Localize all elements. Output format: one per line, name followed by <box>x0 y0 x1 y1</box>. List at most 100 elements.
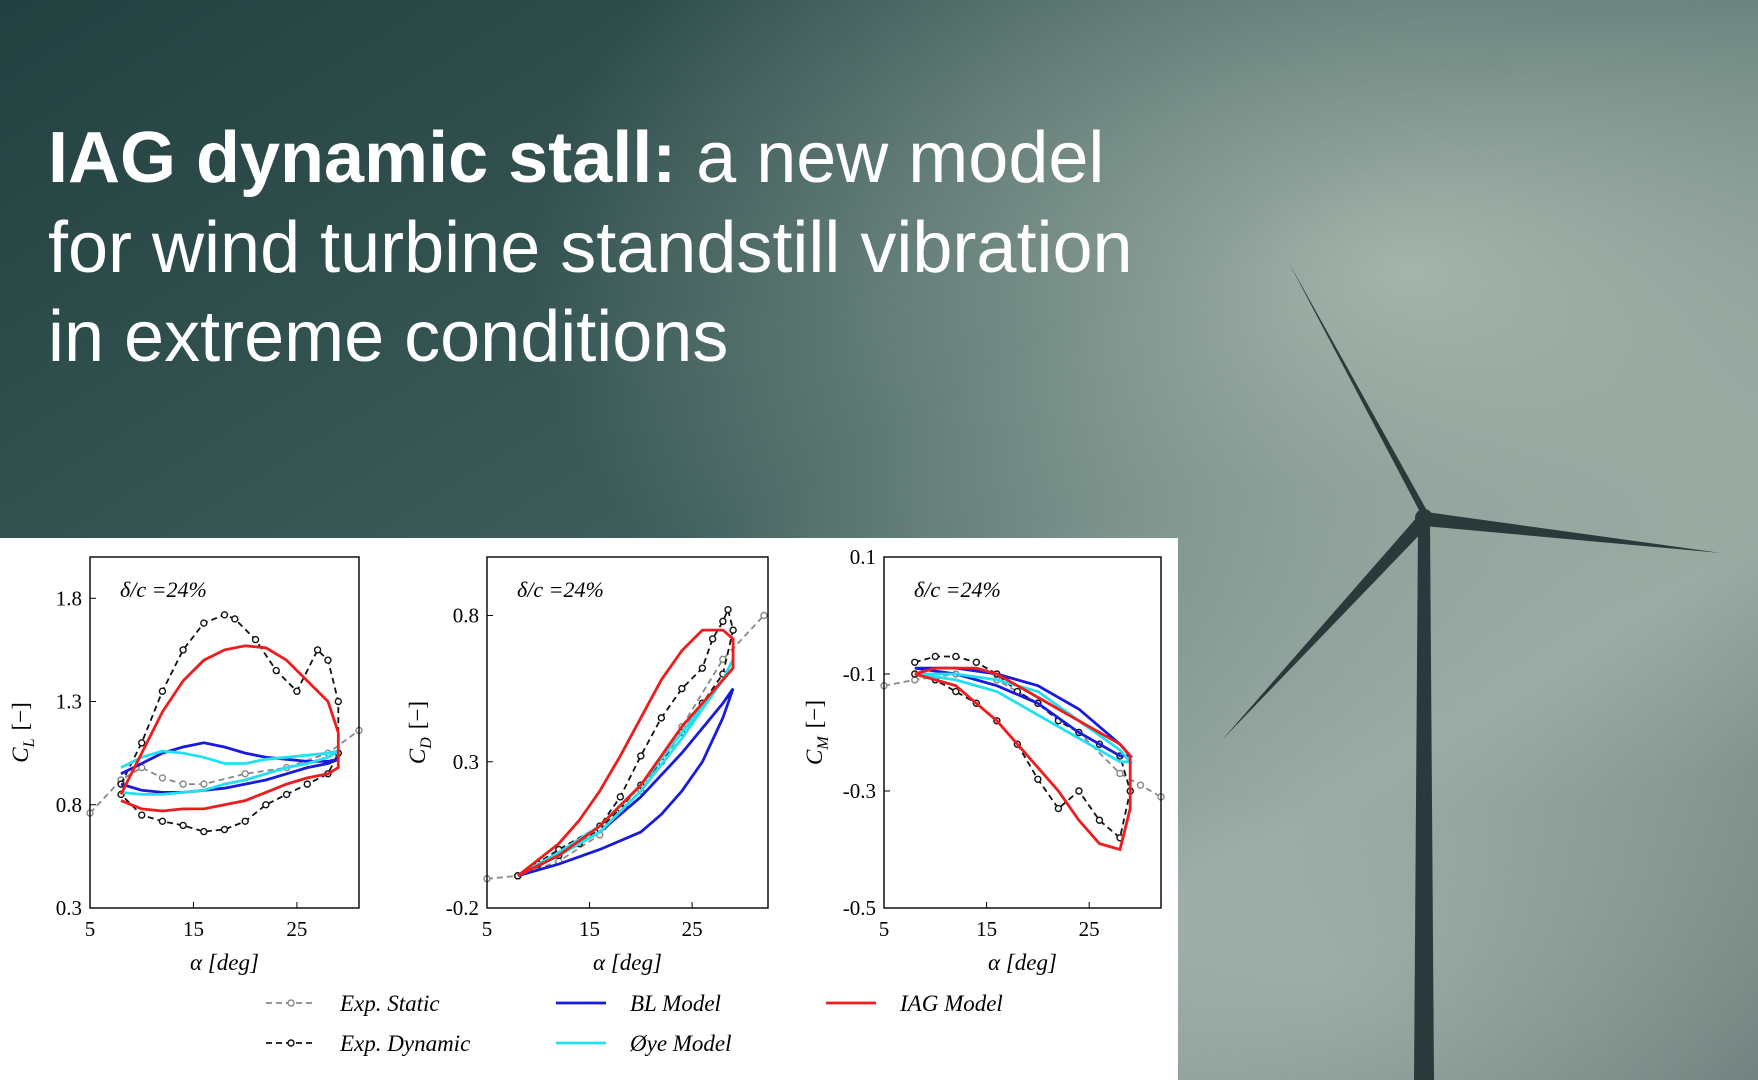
plot-frame <box>883 556 1162 909</box>
data-point <box>200 827 208 836</box>
data-point <box>231 615 239 623</box>
data-point <box>1136 781 1145 789</box>
legend-label: Øye Model <box>629 1031 732 1056</box>
data-point <box>952 652 960 661</box>
y-tick-label: -0.5 <box>843 896 876 920</box>
plot-frame <box>89 556 360 909</box>
x-tick-label: 25 <box>286 917 307 941</box>
annotation: δ/c =24% <box>914 577 1001 602</box>
data-point <box>241 817 249 825</box>
data-point <box>724 605 732 614</box>
headline-bold: IAG dynamic stall: <box>48 118 676 198</box>
data-point <box>282 790 291 799</box>
data-point <box>760 611 768 620</box>
x-tick-label: 5 <box>482 917 493 941</box>
headline-line: in extreme conditions <box>48 297 728 377</box>
charts: 5 15 250.30.81.31.8 δ/c =24%α [deg]CL[−]5 15… <box>8 545 1165 1056</box>
data-point <box>911 658 919 666</box>
wind-turbine <box>1222 263 1721 1080</box>
y-axis-subscript: M <box>815 735 832 751</box>
annotation: δ/c =24% <box>517 577 604 602</box>
data-point <box>179 646 187 654</box>
data-point <box>241 770 249 778</box>
data-point <box>678 684 686 693</box>
x-axis-label: α [deg] <box>190 950 259 975</box>
legend-label: BL Model <box>630 991 721 1016</box>
x-tick-label: 15 <box>976 917 997 941</box>
x-tick-label: 5 <box>85 917 96 941</box>
data-point <box>324 656 332 664</box>
plot-frame <box>486 556 769 909</box>
y-tick-label: 0.3 <box>453 750 479 774</box>
data-point <box>262 801 270 809</box>
x-axis-label: α [deg] <box>593 950 662 975</box>
legend-label: IAG Model <box>899 991 1003 1016</box>
y-axis-subscript: D <box>418 737 435 750</box>
x-tick-label: 25 <box>682 917 703 941</box>
y-axis-unit: [−] <box>8 702 33 730</box>
data-point <box>158 687 167 695</box>
data-point <box>1034 775 1042 783</box>
headline-line: for wind turbine standstill vibration <box>48 208 1133 288</box>
y-tick-label: 1.8 <box>56 586 82 610</box>
data-point <box>158 817 167 825</box>
data-point <box>200 619 208 627</box>
legend-marker <box>287 1039 295 1047</box>
data-point <box>1075 787 1083 795</box>
y-tick-label: 0.8 <box>56 793 82 817</box>
data-point <box>200 780 208 788</box>
data-point <box>719 617 727 626</box>
y-axis-subscript: L <box>21 738 38 748</box>
data-point <box>303 780 311 788</box>
data-point <box>220 611 229 619</box>
y-axis-symbol: C <box>802 749 827 765</box>
y-axis-label: CM [−] <box>802 700 832 765</box>
data-point <box>1054 804 1063 813</box>
legend-marker <box>287 999 295 1007</box>
data-point <box>657 714 666 722</box>
x-axis-label: α [deg] <box>988 950 1057 975</box>
data-point <box>698 664 707 672</box>
y-tick-label: 0.8 <box>453 604 479 628</box>
data-point <box>220 825 229 834</box>
series-line <box>516 628 735 878</box>
data-point <box>911 676 919 684</box>
series-line <box>914 666 1132 852</box>
y-tick-label: 1.3 <box>56 690 82 714</box>
y-axis-label: CL [−] <box>8 702 38 763</box>
data-point <box>1116 769 1124 778</box>
series-line <box>119 644 340 813</box>
legend-label: Exp. Static <box>339 991 440 1016</box>
data-point <box>158 774 167 782</box>
y-tick-label: 0.3 <box>56 896 82 920</box>
data-point <box>179 780 187 788</box>
y-axis-unit: [−] <box>405 701 430 729</box>
headline-text: a new model <box>696 118 1104 198</box>
legend-label: Exp. Dynamic <box>339 1031 470 1056</box>
data-point <box>293 687 301 695</box>
data-point <box>251 635 260 644</box>
data-point <box>272 666 280 675</box>
x-tick-label: 5 <box>879 917 890 941</box>
y-tick-label: -0.2 <box>446 896 479 920</box>
y-axis-symbol: C <box>8 747 33 763</box>
x-tick-label: 15 <box>579 917 600 941</box>
data-point <box>952 687 960 696</box>
data-point <box>708 635 717 643</box>
data-point <box>179 821 187 830</box>
data-point <box>334 697 343 706</box>
headline-line: IAG dynamic stall: a new model <box>48 118 1104 198</box>
y-axis-symbol: C <box>405 748 430 764</box>
data-point <box>972 658 981 666</box>
y-tick-label: -0.3 <box>843 779 876 803</box>
data-point <box>138 811 146 819</box>
data-point <box>616 793 625 801</box>
y-tick-label: -0.1 <box>843 662 876 686</box>
data-point <box>138 739 146 747</box>
annotation: δ/c =24% <box>120 577 207 602</box>
data-point <box>729 626 737 634</box>
y-tick-label: 0.1 <box>850 545 876 569</box>
x-tick-label: 25 <box>1079 917 1100 941</box>
data-point <box>637 752 645 760</box>
